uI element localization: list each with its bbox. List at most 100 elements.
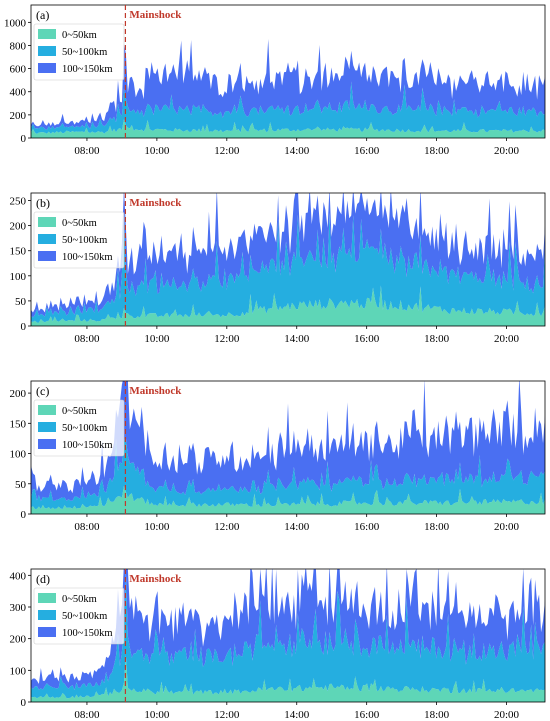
legend: 0~50km 50~100km 100~150km xyxy=(33,587,125,645)
mainshock-label: Mainshock xyxy=(129,573,182,585)
axes-frame xyxy=(30,4,546,139)
panel-label: (b) xyxy=(36,196,50,210)
y-tick-label: 50 xyxy=(15,296,27,308)
y-tick-label: 300 xyxy=(10,602,27,614)
x-tick-label: 16:00 xyxy=(354,145,380,157)
x-tick-label: 16:00 xyxy=(354,709,380,721)
legend-swatch-3 xyxy=(38,251,56,261)
legend-label-1: 0~50km xyxy=(62,594,97,605)
legend-label-1: 0~50km xyxy=(62,30,97,41)
y-tick-label: 250 xyxy=(10,196,27,208)
y-tick-label: 0 xyxy=(21,697,27,709)
axes-frame xyxy=(30,568,546,703)
mainshock-label: Mainshock xyxy=(129,385,182,397)
y-tick-label: 150 xyxy=(10,418,27,430)
area-series-2 xyxy=(31,570,545,699)
area-series-1 xyxy=(31,119,545,138)
x-tick-label: 08:00 xyxy=(74,145,100,157)
legend: 0~50km 50~100km 100~150km xyxy=(33,23,125,81)
y-tick-label: 100 xyxy=(10,449,27,461)
x-tick-label: 20:00 xyxy=(494,521,520,533)
area-layers xyxy=(31,38,545,138)
legend-box xyxy=(33,211,125,269)
panel-d: 0 100 200 300 400 08:00 10:00 12:00 14:00 16:00 18… xyxy=(10,568,546,721)
x-tick-label: 16:00 xyxy=(354,521,380,533)
x-tick-label: 18:00 xyxy=(424,333,450,345)
y-tick-label: 100 xyxy=(10,665,27,677)
panel-a: 0 200 400 600 800 1000 08:00 10:00 12:00 14:00 16:… xyxy=(4,4,546,157)
axes-frame xyxy=(30,380,546,515)
legend-label-3: 100~150km xyxy=(62,64,113,75)
area-series-1 xyxy=(31,655,545,702)
y-tick-label: 200 xyxy=(10,110,27,122)
area-series-1 xyxy=(31,285,545,326)
x-tick-label: 10:00 xyxy=(144,709,170,721)
area-series-2 xyxy=(31,437,545,510)
legend-swatch-1 xyxy=(38,29,56,39)
legend-label-3: 100~150km xyxy=(62,628,113,639)
y-tick-label: 1000 xyxy=(4,17,27,29)
legend-box xyxy=(33,23,125,81)
area-layers xyxy=(31,381,545,514)
legend-swatch-2 xyxy=(38,422,56,432)
area-series-3 xyxy=(31,193,545,318)
x-tick-label: 16:00 xyxy=(354,333,380,345)
y-tick-label: 200 xyxy=(10,634,27,646)
x-tick-label: 14:00 xyxy=(284,709,310,721)
x-tick-label: 18:00 xyxy=(424,145,450,157)
x-tick-label: 12:00 xyxy=(214,709,240,721)
legend-label-3: 100~150km xyxy=(62,440,113,451)
x-tick-label: 14:00 xyxy=(284,145,310,157)
legend-swatch-1 xyxy=(38,593,56,603)
legend-label-1: 0~50km xyxy=(62,406,97,417)
axes-frame xyxy=(30,192,546,327)
x-tick-label: 08:00 xyxy=(74,521,100,533)
legend-swatch-3 xyxy=(38,63,56,73)
x-tick-label: 20:00 xyxy=(494,333,520,345)
y-tick-label: 0 xyxy=(21,321,27,333)
legend-label-2: 50~100km xyxy=(62,423,107,434)
legend-swatch-3 xyxy=(38,627,56,637)
x-tick-label: 10:00 xyxy=(144,333,170,345)
legend-label-1: 0~50km xyxy=(62,218,97,229)
area-series-1 xyxy=(31,486,545,514)
legend-label-3: 100~150km xyxy=(62,252,113,263)
mainshock-label: Mainshock xyxy=(129,197,182,209)
legend: 0~50km 50~100km 100~150km xyxy=(33,399,125,457)
panel-b: 0 50 100 150 200 250 08:00 10:00 12:00 14:00 16:00… xyxy=(10,192,546,345)
y-tick-label: 400 xyxy=(10,570,27,582)
x-tick-label: 18:00 xyxy=(424,521,450,533)
legend-label-2: 50~100km xyxy=(62,611,107,622)
panel-label: (a) xyxy=(36,8,49,22)
x-tick-label: 18:00 xyxy=(424,709,450,721)
panel-label: (d) xyxy=(36,572,50,586)
y-tick-label: 100 xyxy=(10,271,27,283)
legend-swatch-1 xyxy=(38,405,56,415)
area-series-3 xyxy=(31,569,545,690)
legend-swatch-2 xyxy=(38,46,56,56)
x-tick-label: 08:00 xyxy=(74,709,100,721)
legend: 0~50km 50~100km 100~150km xyxy=(33,211,125,269)
legend-label-2: 50~100km xyxy=(62,235,107,246)
legend-box xyxy=(33,587,125,645)
x-tick-label: 10:00 xyxy=(144,145,170,157)
x-tick-label: 20:00 xyxy=(494,709,520,721)
x-tick-label: 12:00 xyxy=(214,145,240,157)
x-tick-label: 12:00 xyxy=(214,521,240,533)
area-series-2 xyxy=(31,212,545,323)
panel-c: 0 50 100 150 200 08:00 10:00 12:00 14:00 16:00 18:… xyxy=(10,380,546,533)
y-tick-label: 200 xyxy=(10,388,27,400)
legend-swatch-3 xyxy=(38,439,56,449)
area-series-2 xyxy=(31,81,545,134)
x-tick-label: 14:00 xyxy=(284,333,310,345)
x-tick-label: 20:00 xyxy=(494,145,520,157)
y-tick-label: 150 xyxy=(10,246,27,258)
area-series-3 xyxy=(31,38,545,130)
x-tick-label: 14:00 xyxy=(284,521,310,533)
x-tick-label: 08:00 xyxy=(74,333,100,345)
y-tick-label: 800 xyxy=(10,40,27,52)
legend-swatch-1 xyxy=(38,217,56,227)
area-series-3 xyxy=(31,381,545,502)
legend-box xyxy=(33,399,125,457)
x-tick-label: 12:00 xyxy=(214,333,240,345)
